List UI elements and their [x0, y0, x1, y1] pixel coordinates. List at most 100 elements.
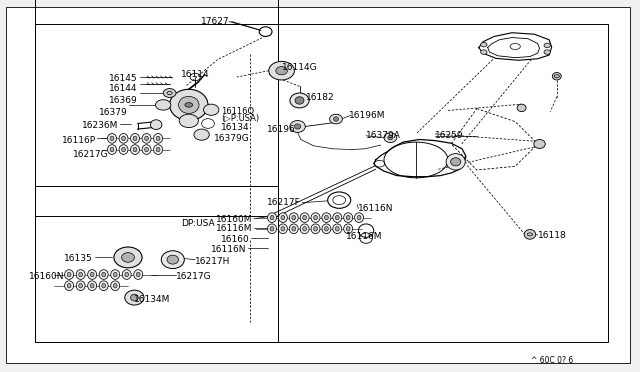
Ellipse shape	[333, 213, 342, 222]
Ellipse shape	[102, 283, 106, 288]
Text: 16116Q: 16116Q	[221, 107, 254, 116]
Ellipse shape	[290, 121, 305, 132]
Ellipse shape	[99, 281, 108, 291]
Text: 16116M: 16116M	[216, 224, 253, 233]
Ellipse shape	[303, 227, 307, 231]
Ellipse shape	[179, 114, 198, 128]
Ellipse shape	[270, 227, 274, 231]
Ellipse shape	[111, 281, 120, 291]
Ellipse shape	[289, 224, 298, 234]
Ellipse shape	[384, 133, 397, 142]
Text: 16217G: 16217G	[73, 150, 109, 159]
Ellipse shape	[314, 227, 317, 231]
Text: 16236M: 16236M	[82, 121, 118, 130]
Ellipse shape	[88, 270, 97, 279]
Ellipse shape	[292, 227, 296, 231]
Ellipse shape	[322, 224, 331, 234]
Text: 16196: 16196	[267, 125, 296, 134]
Bar	[35, 186, 278, 342]
Ellipse shape	[335, 227, 339, 231]
Ellipse shape	[150, 120, 162, 129]
Text: 16379: 16379	[99, 108, 128, 117]
Ellipse shape	[154, 145, 163, 154]
Ellipse shape	[330, 114, 342, 124]
Text: 16182: 16182	[306, 93, 335, 102]
Text: 16217G: 16217G	[176, 272, 212, 280]
Ellipse shape	[79, 283, 83, 288]
Ellipse shape	[281, 215, 285, 220]
Ellipse shape	[278, 213, 287, 222]
Ellipse shape	[517, 104, 526, 112]
Text: 16379A: 16379A	[366, 131, 401, 140]
Ellipse shape	[90, 283, 94, 288]
Ellipse shape	[311, 224, 320, 234]
Text: 16217F: 16217F	[267, 198, 301, 207]
Ellipse shape	[300, 213, 309, 222]
Ellipse shape	[451, 158, 461, 166]
Ellipse shape	[154, 134, 163, 143]
Text: 16118: 16118	[538, 231, 566, 240]
Ellipse shape	[125, 272, 129, 277]
Ellipse shape	[122, 253, 134, 262]
Ellipse shape	[300, 224, 309, 234]
Ellipse shape	[294, 124, 301, 129]
Ellipse shape	[388, 135, 393, 140]
Ellipse shape	[268, 213, 276, 222]
Ellipse shape	[481, 50, 487, 54]
Text: 16217H: 16217H	[195, 257, 230, 266]
Ellipse shape	[333, 117, 339, 121]
Ellipse shape	[355, 213, 364, 222]
Ellipse shape	[314, 215, 317, 220]
Ellipse shape	[79, 272, 83, 277]
Ellipse shape	[544, 43, 550, 48]
Text: 16114: 16114	[181, 70, 209, 79]
Text: 16259: 16259	[435, 131, 464, 140]
Ellipse shape	[163, 89, 176, 97]
Ellipse shape	[161, 251, 184, 269]
Ellipse shape	[122, 270, 131, 279]
Text: 16134: 16134	[221, 123, 250, 132]
Ellipse shape	[110, 147, 114, 152]
Ellipse shape	[108, 145, 116, 154]
Ellipse shape	[346, 227, 350, 231]
Ellipse shape	[281, 227, 285, 231]
Ellipse shape	[108, 134, 116, 143]
Ellipse shape	[111, 270, 120, 279]
Ellipse shape	[142, 145, 151, 154]
Ellipse shape	[131, 145, 140, 154]
Text: 16379G: 16379G	[214, 134, 250, 143]
Ellipse shape	[333, 224, 342, 234]
Ellipse shape	[324, 215, 328, 220]
Text: 16116P: 16116P	[62, 136, 96, 145]
Text: 16134M: 16134M	[134, 295, 171, 304]
Ellipse shape	[114, 247, 142, 268]
Ellipse shape	[295, 97, 304, 104]
Ellipse shape	[481, 42, 487, 47]
Ellipse shape	[357, 215, 361, 220]
Ellipse shape	[335, 215, 339, 220]
Ellipse shape	[322, 213, 331, 222]
Ellipse shape	[194, 129, 209, 140]
Text: 16116N: 16116N	[211, 245, 246, 254]
Text: 16369: 16369	[109, 96, 138, 105]
Ellipse shape	[346, 215, 350, 220]
Bar	[35, 0, 278, 216]
Ellipse shape	[276, 67, 287, 75]
Ellipse shape	[131, 294, 138, 301]
Ellipse shape	[324, 227, 328, 231]
Ellipse shape	[145, 136, 148, 141]
Ellipse shape	[131, 134, 140, 143]
Ellipse shape	[270, 215, 274, 220]
Ellipse shape	[156, 136, 160, 141]
Ellipse shape	[142, 134, 151, 143]
Ellipse shape	[269, 61, 294, 80]
Ellipse shape	[134, 270, 143, 279]
Ellipse shape	[113, 272, 117, 277]
Ellipse shape	[344, 213, 353, 222]
Ellipse shape	[268, 224, 276, 234]
Ellipse shape	[99, 270, 108, 279]
Text: 16135: 16135	[64, 254, 93, 263]
Ellipse shape	[524, 230, 536, 239]
Text: 16196M: 16196M	[349, 111, 385, 120]
Text: 16116N: 16116N	[358, 204, 394, 213]
